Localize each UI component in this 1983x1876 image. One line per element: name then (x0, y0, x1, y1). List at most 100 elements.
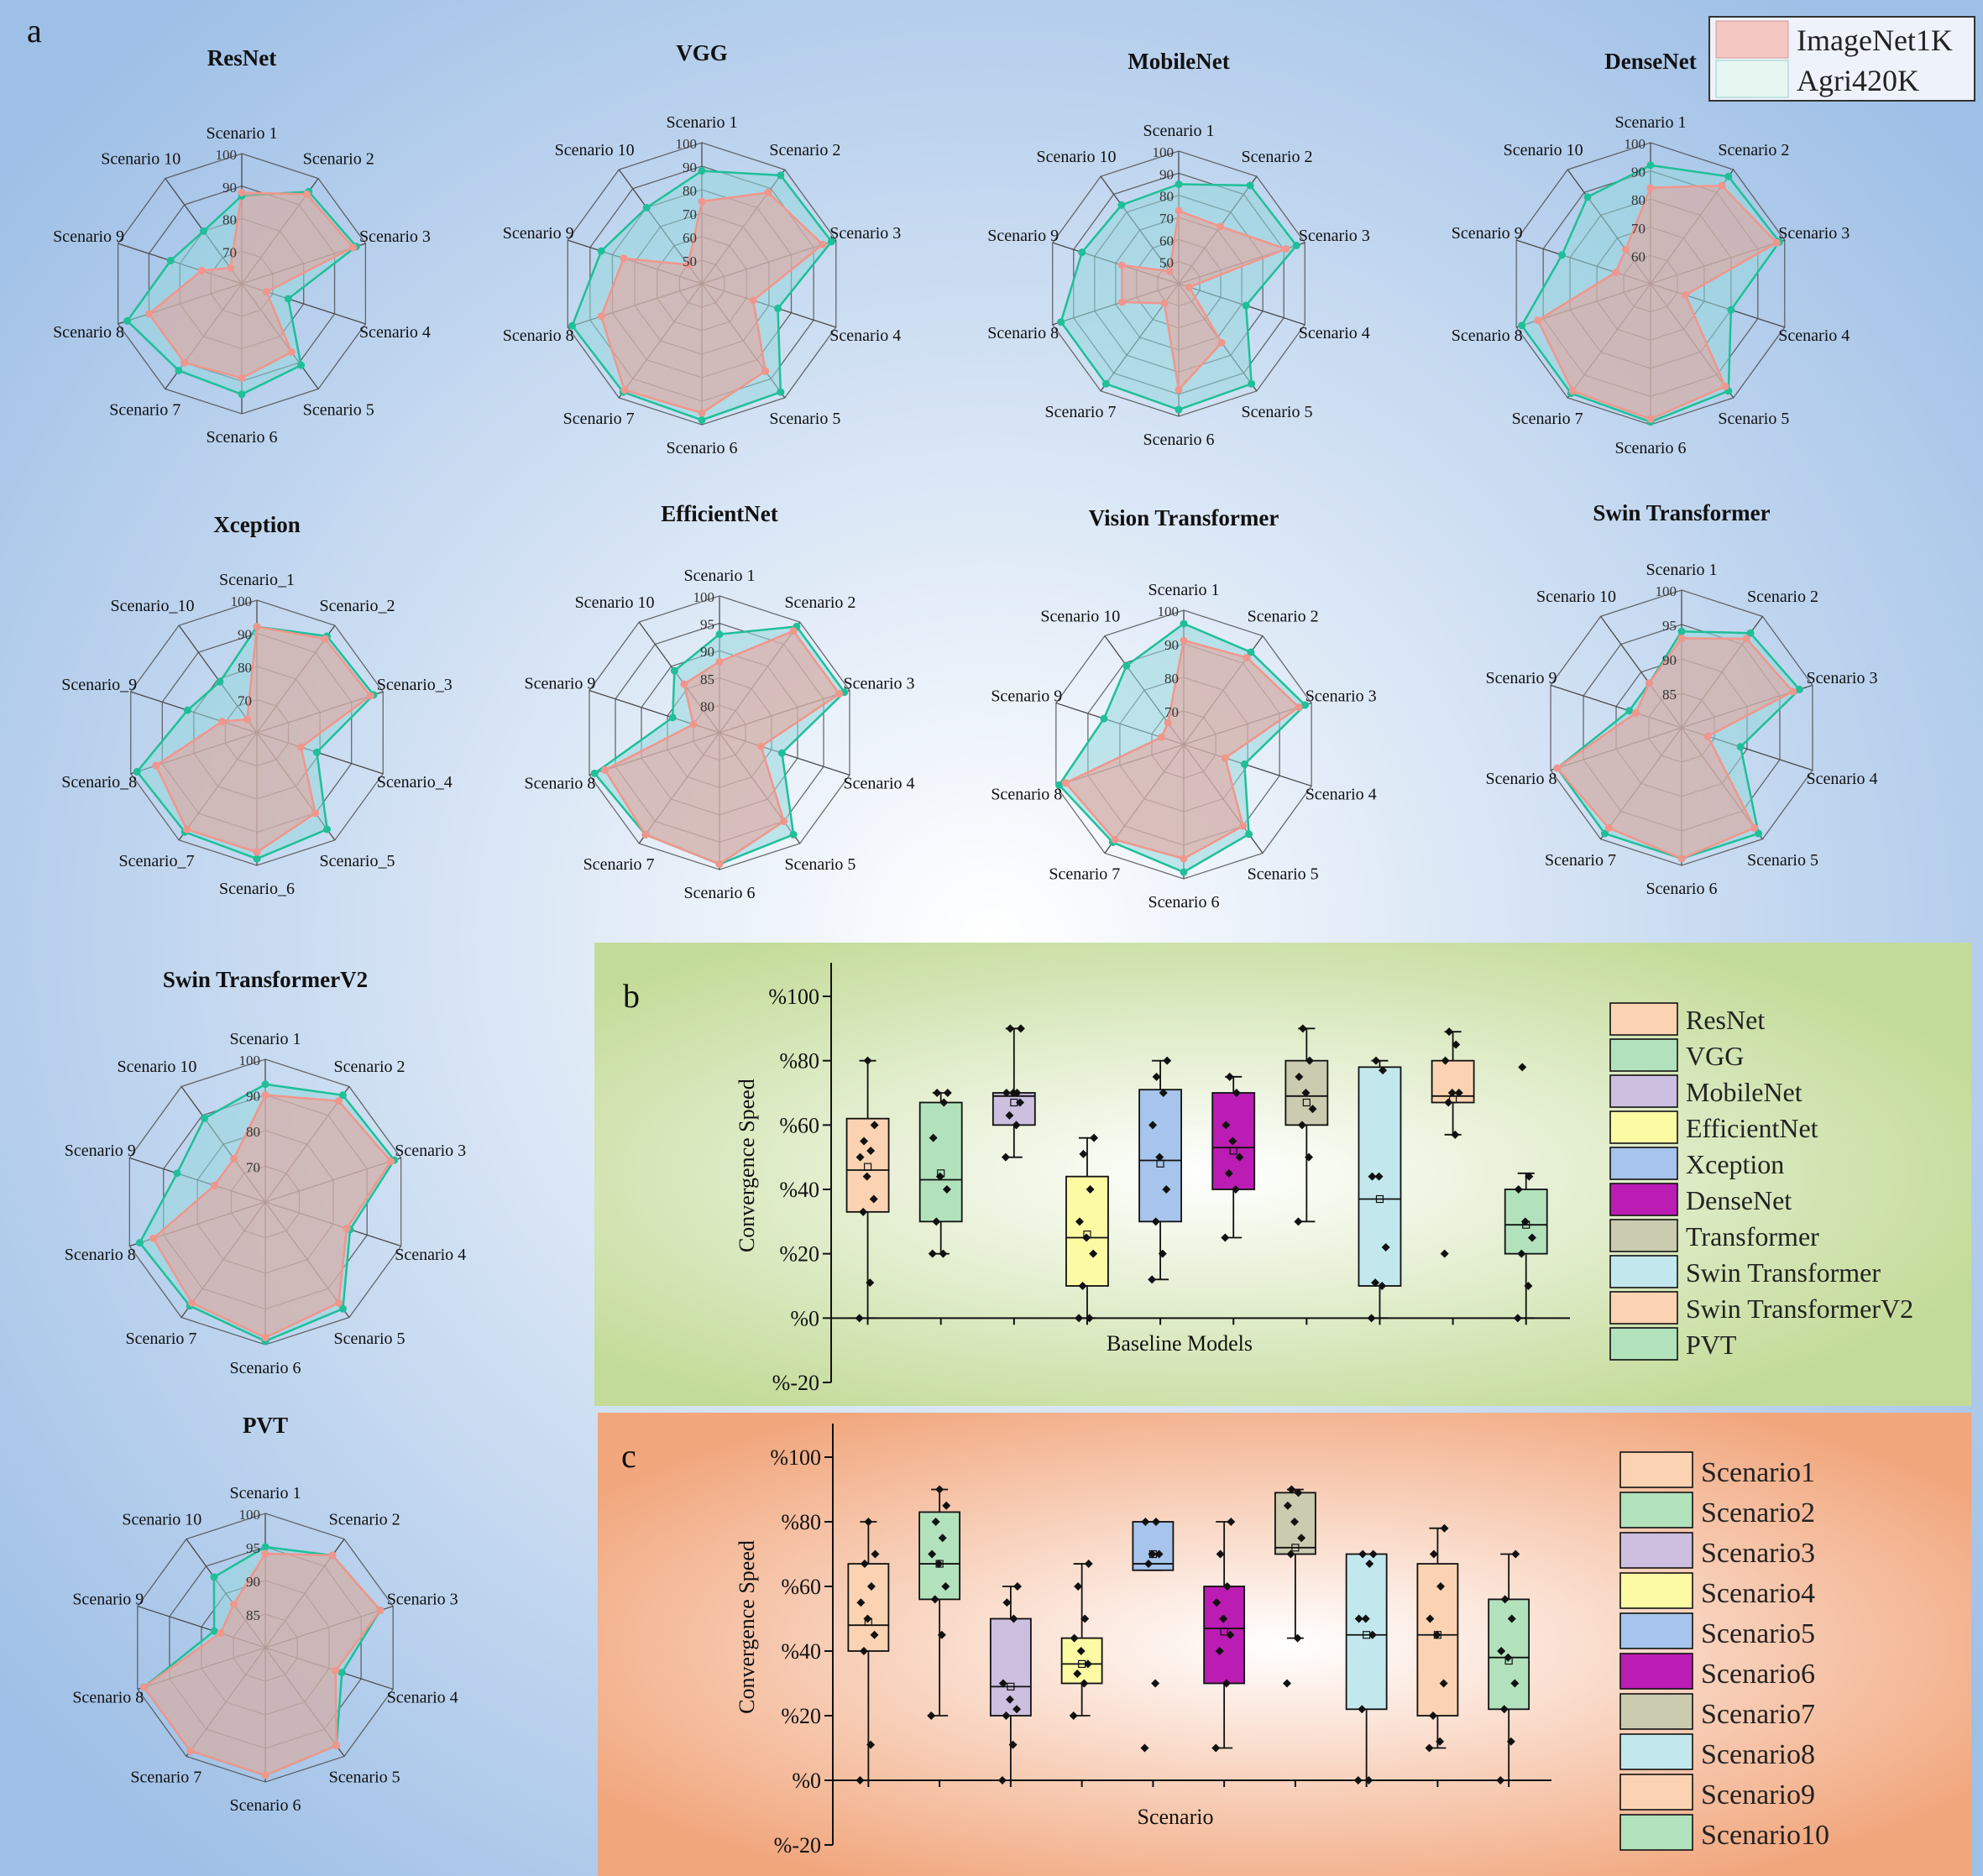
radar-axis-label: Scenario 4 (844, 775, 915, 793)
radar-axis-label: Scenario 9 (65, 1142, 136, 1160)
x-axis-title: Baseline Models (1107, 1331, 1253, 1356)
y-axis-title: Convergence Speed (735, 1540, 759, 1714)
radar-axis-label: Scenario 5 (334, 1330, 405, 1348)
data-point (1235, 1152, 1244, 1162)
radar-point (188, 1299, 196, 1307)
radar-axis-label: Scenario 4 (359, 323, 431, 342)
legend-swatch (1609, 1183, 1678, 1216)
data-point (1083, 1659, 1092, 1669)
legend-swatch-agri420k (1715, 60, 1789, 98)
radar-point (173, 1169, 181, 1178)
radar-point (1100, 714, 1108, 723)
legend-swatch (1609, 1291, 1678, 1325)
data-point (1517, 1249, 1526, 1258)
data-point (1005, 1110, 1014, 1120)
radar-axis-label: Scenario 4 (1299, 324, 1370, 342)
radar-point (218, 718, 227, 726)
data-point (1428, 1711, 1437, 1720)
data-point (864, 1518, 873, 1526)
radar-axis-label: Scenario 2 (329, 1510, 400, 1528)
data-point (1225, 1072, 1234, 1081)
radar-point (1645, 679, 1653, 687)
radar-axis-label: Scenario 3 (387, 1590, 458, 1608)
radar-point (1175, 385, 1183, 394)
radar-point (1718, 181, 1726, 190)
radar-point (123, 316, 132, 325)
radar-tick-label: 70 (246, 1160, 260, 1176)
radar-point (238, 374, 246, 382)
radar-point (323, 825, 332, 833)
radar-tick-label: 90 (238, 627, 252, 643)
radar-axis-label: Scenario 10 (122, 1510, 201, 1528)
radar-point (1625, 707, 1634, 715)
radar-axis-label: Scenario 2 (1248, 607, 1319, 625)
y-tick-label: %60 (781, 1575, 821, 1599)
radar-point (1301, 701, 1310, 709)
legend-swatch (1609, 1002, 1678, 1036)
radar-point (641, 830, 650, 839)
data-point (1001, 1152, 1010, 1162)
data-point (1379, 1066, 1388, 1075)
radar-point (715, 630, 724, 639)
legend-label: Scenario8 (1701, 1739, 1815, 1770)
radar-point (287, 348, 296, 357)
radar-point (238, 189, 246, 196)
legend-label: Transformer (1686, 1221, 1819, 1252)
data-point (1496, 1776, 1505, 1785)
radar-title: DenseNet (1604, 49, 1696, 74)
radar-tick-label: 80 (246, 1124, 260, 1140)
data-point (1159, 1089, 1168, 1097)
radar-tick-label: 80 (222, 212, 237, 228)
legend-swatch (1619, 1653, 1693, 1690)
radar-tick-label: 100 (239, 1507, 261, 1523)
radar-point (238, 390, 246, 399)
radar-point (1061, 779, 1070, 787)
radar-tick-label: 50 (1159, 255, 1174, 271)
radar-axis-label: Scenario 3 (1807, 669, 1878, 687)
radar-tick-label: 100 (1625, 136, 1646, 152)
panel-b-background (594, 943, 1971, 1406)
radar-axis-label: Scenario 10 (117, 1058, 196, 1076)
radar-tick-label: 100 (1153, 144, 1175, 160)
y-tick-label: %0 (792, 1769, 821, 1793)
radar-point (199, 227, 207, 235)
data-point (1002, 1711, 1011, 1720)
data-point (859, 1207, 868, 1216)
radar-axis-label: Scenario 4 (1778, 327, 1850, 345)
radar-axis-label: Scenario 8 (53, 323, 124, 342)
radar-axis-label: Scenario 6 (230, 1796, 301, 1815)
radar-tick-label: 90 (700, 644, 714, 660)
radar-point (835, 690, 844, 698)
data-point (1293, 1633, 1302, 1643)
radar-point (642, 203, 651, 212)
radar-tick-label: 70 (683, 206, 697, 222)
radar-point (1165, 267, 1174, 275)
radar-tick-label: 90 (246, 1089, 260, 1105)
legend-label: Swin Transformer (1686, 1257, 1881, 1288)
y-tick-label: %20 (779, 1242, 819, 1267)
radar-point (670, 666, 678, 675)
radar-point (597, 312, 605, 321)
data-point (870, 1121, 879, 1130)
radar-point (1631, 708, 1640, 717)
data-point (1151, 1217, 1160, 1226)
legend-swatch (1619, 1572, 1693, 1609)
radar-axis-label: Scenario 4 (1305, 786, 1377, 804)
legend-label: ResNet (1686, 1005, 1765, 1035)
radar-point (1240, 760, 1248, 768)
radar-point (1682, 290, 1690, 299)
data-point (1518, 1063, 1527, 1072)
radar-axis-label: Scenario 10 (575, 593, 655, 612)
radar-point (343, 1225, 351, 1233)
radar-axis-label: Scenario 6 (1615, 439, 1687, 457)
data-point (866, 1740, 876, 1749)
radar-point (253, 848, 261, 856)
radar-point (749, 296, 757, 305)
data-point (862, 1172, 871, 1181)
legend-swatch (1609, 1074, 1678, 1108)
data-point (1151, 1679, 1160, 1688)
data-point (1141, 1518, 1150, 1526)
legend-label: Scenario6 (1701, 1659, 1815, 1690)
radar-axis-label: Scenario 9 (524, 674, 595, 692)
radar-axis-label: Scenario 2 (1718, 141, 1789, 159)
